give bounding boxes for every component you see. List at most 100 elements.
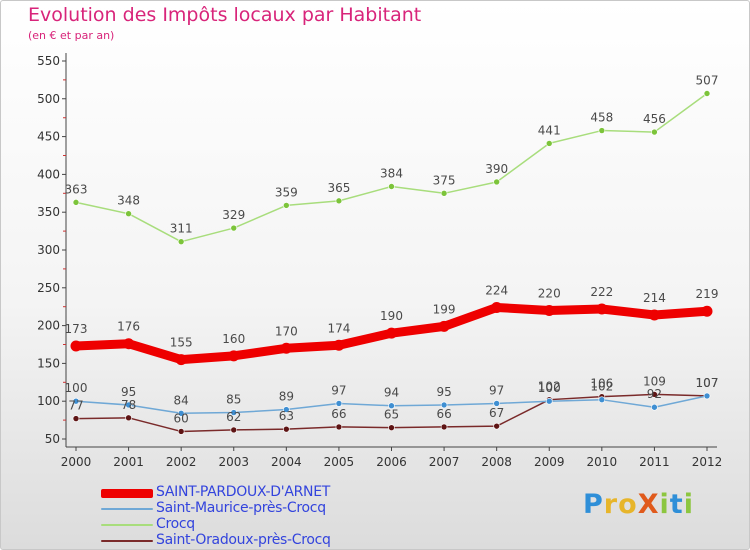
data-label: 94: [384, 386, 399, 400]
data-point: [177, 238, 185, 245]
data-point: [388, 424, 395, 431]
data-label: 84: [174, 393, 189, 407]
data-label: 107: [696, 376, 719, 390]
logo-letter: P: [583, 489, 604, 520]
data-point: [386, 327, 397, 339]
data-label: 65: [384, 408, 399, 422]
data-point: [543, 304, 555, 316]
data-point: [440, 401, 448, 409]
data-point: [703, 392, 711, 400]
data-point: [701, 305, 713, 317]
data-point: [72, 199, 80, 206]
data-label: 220: [538, 286, 561, 300]
y-tick-label: 550: [37, 54, 60, 68]
legend-swatch: [101, 508, 153, 510]
logo-letter: i: [659, 489, 670, 520]
chart-subtitle: (en € et par an): [28, 29, 115, 42]
data-label: 329: [222, 208, 245, 222]
y-tick-label: 100: [37, 394, 60, 408]
data-label: 199: [433, 302, 456, 316]
data-label: 170: [275, 324, 298, 338]
data-label: 176: [117, 320, 140, 334]
legend-label: Saint-Oradoux-près-Crocq: [156, 532, 331, 548]
data-label: 102: [590, 380, 613, 394]
logo-letter: r: [603, 489, 619, 520]
data-point: [230, 426, 238, 434]
legend-swatch: [101, 540, 153, 542]
data-point: [72, 415, 80, 422]
data-label: 155: [170, 336, 193, 350]
data-label: 441: [538, 123, 561, 137]
data-point: [545, 140, 553, 147]
data-point: [388, 402, 395, 410]
data-point: [230, 224, 238, 232]
series-layer: [70, 90, 713, 435]
x-tick-label: 2000: [61, 455, 92, 469]
data-point: [280, 342, 292, 354]
data-label: 173: [65, 322, 88, 336]
data-label: 363: [65, 182, 88, 196]
data-label: 348: [117, 194, 140, 208]
data-label: 375: [433, 173, 456, 187]
data-point: [125, 401, 132, 409]
data-label: 219: [696, 287, 719, 301]
data-label: 97: [489, 383, 504, 397]
data-label: 92: [647, 387, 662, 401]
data-point: [123, 338, 135, 350]
legend-label: Saint-Maurice-près-Crocq: [156, 500, 326, 516]
data-point: [648, 309, 660, 321]
x-tick-label: 2002: [166, 455, 197, 469]
data-point: [493, 400, 500, 407]
data-label: 95: [436, 385, 451, 399]
x-tick-label: 2006: [376, 455, 407, 469]
data-point: [545, 397, 553, 405]
x-tick-label: 2009: [534, 455, 565, 469]
logo-letter: X: [637, 489, 660, 520]
data-point: [70, 340, 82, 352]
data-label: 77: [68, 399, 83, 413]
x-tick-label: 2001: [113, 455, 144, 469]
legend-swatch: [101, 524, 153, 526]
data-point: [175, 354, 187, 366]
y-tick-label: 250: [37, 281, 60, 295]
legend-label: SAINT-PARDOUX-D'ARNET: [156, 484, 330, 500]
data-point: [335, 423, 343, 431]
axes: 50 100 150 200 250 300 350 400 450 500 550 2000 2001…: [37, 53, 722, 469]
data-point: [125, 210, 132, 218]
data-point: [72, 397, 80, 405]
y-tick-label: 450: [37, 130, 60, 144]
data-point: [125, 414, 132, 422]
legend-label: Crocq: [156, 516, 195, 532]
data-point: [283, 406, 290, 413]
data-label: 458: [590, 111, 613, 125]
data-label: 85: [226, 393, 241, 407]
data-label: 66: [331, 407, 346, 421]
x-tick-label: 2004: [271, 455, 302, 469]
x-tick-label: 2003: [218, 455, 249, 469]
y-tick-label: 200: [37, 319, 60, 333]
data-label: 174: [327, 321, 350, 335]
data-point: [491, 301, 503, 313]
data-point: [177, 409, 185, 417]
data-point: [440, 190, 448, 197]
x-tick-label: 2008: [481, 455, 512, 469]
data-label: 107: [696, 376, 719, 390]
data-label: 78: [121, 398, 136, 412]
logo-letter: t: [669, 489, 684, 520]
data-point: [438, 320, 450, 332]
data-label: 190: [380, 309, 403, 323]
data-point: [283, 425, 290, 433]
data-label: 507: [696, 74, 719, 88]
y-tick-label: 500: [37, 92, 60, 106]
data-label: 160: [222, 332, 245, 346]
data-point: [283, 202, 290, 209]
data-label: 62: [226, 410, 241, 424]
x-tick-label: 2005: [324, 455, 355, 469]
data-label: 384: [380, 166, 403, 180]
proxiti-logo: ProXiti: [583, 489, 694, 520]
x-tick-label: 2012: [692, 455, 723, 469]
logo-letter: o: [618, 489, 638, 520]
data-point: [651, 391, 658, 398]
